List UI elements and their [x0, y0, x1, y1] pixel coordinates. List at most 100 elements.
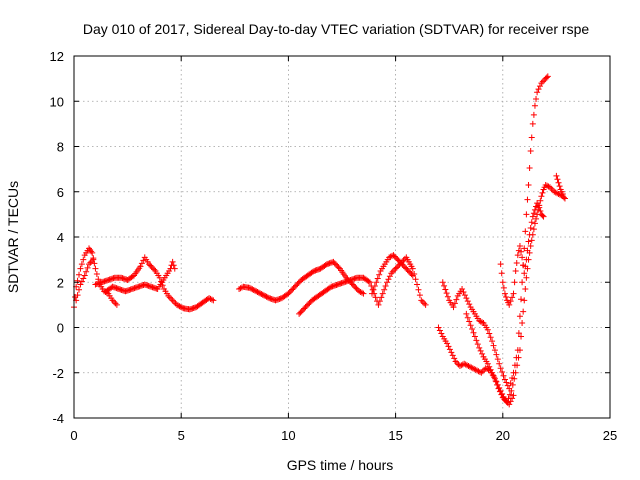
- data-point: [386, 273, 393, 280]
- data-point: [376, 298, 383, 305]
- data-point: [518, 333, 525, 340]
- data-point: [537, 197, 544, 204]
- data-point: [76, 271, 83, 278]
- data-point: [78, 278, 85, 285]
- data-point: [438, 330, 445, 337]
- data-point: [258, 291, 265, 298]
- data-point: [168, 295, 175, 302]
- data-point: [503, 293, 510, 300]
- data-point: [290, 285, 297, 292]
- data-point: [379, 290, 386, 297]
- data-point: [524, 247, 531, 254]
- data-point: [255, 289, 262, 296]
- data-point: [490, 372, 497, 379]
- data-point: [301, 305, 308, 312]
- data-point: [530, 226, 537, 233]
- data-point: [531, 206, 538, 213]
- data-point: [559, 191, 566, 198]
- data-point: [508, 387, 515, 394]
- data-point: [506, 391, 513, 398]
- data-point: [523, 256, 530, 263]
- data-point: [366, 279, 373, 286]
- data-point: [250, 286, 257, 293]
- data-point: [246, 284, 253, 291]
- data-point: [525, 181, 532, 188]
- data-point: [507, 298, 514, 305]
- data-point: [251, 287, 258, 294]
- y-tick-label: 2: [57, 275, 64, 290]
- data-point: [421, 300, 428, 307]
- x-tick-label: 0: [70, 428, 77, 443]
- data-point: [87, 259, 94, 266]
- data-point: [74, 292, 81, 299]
- data-point: [503, 379, 510, 386]
- data-point: [509, 395, 516, 402]
- data-point: [522, 228, 529, 235]
- data-point: [486, 330, 493, 337]
- data-point: [264, 294, 271, 301]
- axis-ticks: 0 5 10 15 20 25 -4 -2 0 2 4 6 8 10 12: [50, 49, 618, 443]
- data-point: [253, 288, 260, 295]
- data-point: [254, 288, 261, 295]
- data-point: [409, 272, 416, 279]
- data-point: [526, 164, 533, 171]
- data-point: [516, 243, 523, 250]
- data-point: [519, 254, 526, 261]
- data-point: [520, 308, 527, 315]
- data-point: [371, 283, 378, 290]
- data-point: [389, 252, 396, 259]
- data-point: [445, 343, 452, 350]
- data-point: [514, 252, 521, 259]
- x-tick-label: 20: [496, 428, 510, 443]
- data-point: [509, 381, 516, 388]
- x-tick-label: 10: [281, 428, 295, 443]
- data-point: [506, 301, 513, 308]
- data-point: [259, 291, 266, 298]
- data-point: [539, 78, 546, 85]
- series-track-a: [71, 245, 120, 311]
- data-point: [444, 293, 451, 300]
- data-point: [249, 286, 256, 293]
- data-point: [76, 286, 83, 293]
- data-point: [513, 260, 520, 267]
- data-point: [473, 337, 480, 344]
- data-point: [442, 286, 449, 293]
- data-point: [528, 219, 535, 226]
- data-point: [77, 265, 84, 272]
- data-point: [553, 172, 560, 179]
- data-point: [140, 257, 147, 264]
- data-point: [382, 283, 389, 290]
- data-point: [353, 285, 360, 292]
- data-point: [510, 392, 517, 399]
- data-point: [372, 294, 379, 301]
- data-point: [400, 262, 407, 269]
- data-point: [138, 260, 145, 267]
- data-point: [514, 362, 521, 369]
- data-point: [524, 196, 531, 203]
- data-point: [543, 74, 550, 81]
- data-point: [173, 301, 180, 308]
- data-point: [374, 275, 381, 282]
- y-tick-label: 6: [57, 185, 64, 200]
- data-point: [148, 263, 155, 270]
- data-point: [528, 237, 535, 244]
- data-point: [84, 264, 91, 271]
- data-point: [176, 303, 183, 310]
- data-point: [262, 293, 269, 300]
- data-point: [493, 351, 500, 358]
- data-point: [527, 224, 534, 231]
- data-point: [370, 286, 377, 293]
- data-point: [77, 281, 84, 288]
- data-point: [303, 302, 310, 309]
- data-point: [248, 285, 255, 292]
- data-point: [89, 249, 96, 256]
- data-point: [359, 289, 366, 296]
- data-point: [476, 368, 483, 375]
- x-tick-label: 25: [603, 428, 617, 443]
- data-point: [439, 279, 446, 286]
- data-point: [487, 334, 494, 341]
- y-tick-label: 10: [50, 94, 64, 109]
- data-point: [385, 276, 392, 283]
- data-point: [509, 294, 516, 301]
